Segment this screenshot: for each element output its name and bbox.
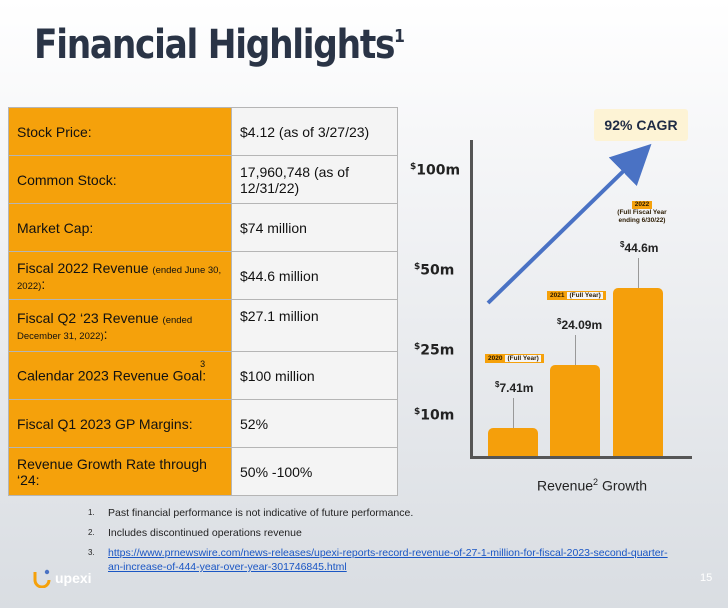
y-tick-label: $25m <box>414 342 455 359</box>
footnote: 3. https://www.prnewswire.com/news-releas… <box>88 546 678 580</box>
chart-caption: Revenue2 Growth <box>537 477 648 494</box>
footnote: 2. Includes discontinued operations reven… <box>88 527 302 539</box>
upexi-logo-icon <box>33 569 51 588</box>
row-value: $4.12 (as of 3/27/23) <box>231 107 398 156</box>
table-row: Common Stock: 17,960,748 (as of 12/31/22… <box>8 155 398 204</box>
table-row: Fiscal Q2 ‘23 Revenue (ended December 31… <box>8 299 398 352</box>
y-tick-label: $50m <box>414 262 455 279</box>
x-axis <box>470 456 692 459</box>
cagr-badge: 92% CAGR <box>594 109 688 141</box>
row-label: Stock Price: <box>8 107 232 156</box>
bar-2022 <box>613 288 663 456</box>
bar-leader-line <box>638 258 639 288</box>
bar-2020 <box>488 428 538 456</box>
row-label: Revenue Growth Rate through ‘24: <box>8 447 232 496</box>
bar-category-label: 2021 (Full Year) <box>547 291 606 300</box>
row-label: Fiscal Q2 ‘23 Revenue (ended December 31… <box>8 299 232 352</box>
row-value: $27.1 million <box>231 299 398 352</box>
bar-value-label: $7.41m <box>495 380 534 395</box>
row-value: $74 million <box>231 203 398 252</box>
table-row: Revenue Growth Rate through ‘24: 50% -10… <box>8 447 398 496</box>
row-value: $44.6 million <box>231 251 398 300</box>
row-value: 50% -100% <box>231 447 398 496</box>
source-link[interactable]: https://www.prnewswire.com/news-releases… <box>108 547 668 573</box>
page-number: 15 <box>700 572 713 584</box>
row-label: Common Stock: <box>8 155 232 204</box>
logo: upexi <box>32 568 92 588</box>
y-tick-label: $100m <box>410 162 461 179</box>
y-tick-label: $10m <box>414 407 455 424</box>
page-title: Financial Highlights1 <box>34 22 405 68</box>
bar-value-label: $44.6m <box>620 240 659 255</box>
row-label: Fiscal 2022 Revenue (ended June 30, 2022… <box>8 251 232 300</box>
row-value: $100 million <box>231 351 398 400</box>
row-value: 17,960,748 (as of 12/31/22) <box>231 155 398 204</box>
bar-category-label: 2022 (Full Fiscal Year ending 6/30/22) <box>617 201 667 224</box>
y-axis <box>470 140 473 458</box>
bar-value-label: $24.09m <box>557 317 603 332</box>
bar-leader-line <box>513 398 514 428</box>
table-row: Stock Price: $4.12 (as of 3/27/23) <box>8 107 398 156</box>
row-value: 52% <box>231 399 398 448</box>
table-row: Calendar 2023 Revenue Goal:3 $100 millio… <box>8 351 398 400</box>
row-label: Calendar 2023 Revenue Goal:3 <box>8 351 232 400</box>
financial-table: Stock Price: $4.12 (as of 3/27/23) Commo… <box>8 107 398 496</box>
bar-leader-line <box>575 335 576 365</box>
bar-2021 <box>550 365 600 456</box>
bar-category-label: 2020 (Full Year) <box>485 354 544 363</box>
footnote: 1. Past financial performance is not indi… <box>88 507 414 519</box>
footnotes: 1. Past financial performance is not indi… <box>88 506 678 580</box>
table-row: Fiscal 2022 Revenue (ended June 30, 2022… <box>8 251 398 300</box>
